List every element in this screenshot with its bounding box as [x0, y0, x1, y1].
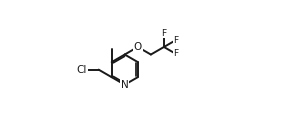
Text: N: N [121, 80, 129, 90]
Text: Cl: Cl [77, 65, 87, 75]
Text: F: F [173, 49, 179, 58]
Text: F: F [173, 36, 179, 44]
Text: F: F [162, 29, 167, 38]
Text: O: O [134, 42, 142, 52]
